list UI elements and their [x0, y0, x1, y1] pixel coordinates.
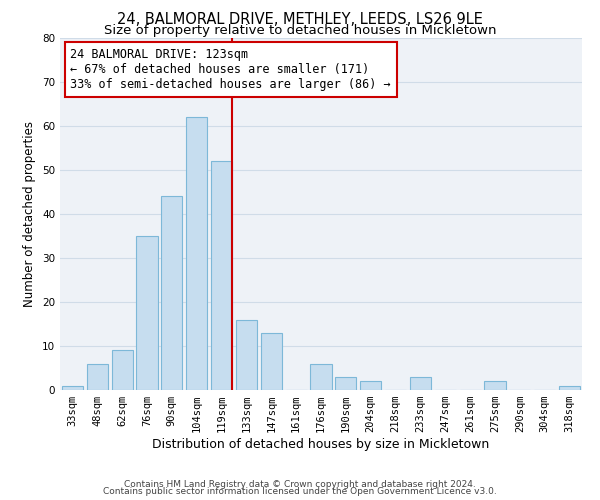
Text: 24, BALMORAL DRIVE, METHLEY, LEEDS, LS26 9LE: 24, BALMORAL DRIVE, METHLEY, LEEDS, LS26… — [117, 12, 483, 28]
Bar — [211, 161, 232, 390]
Bar — [136, 236, 158, 390]
Bar — [335, 377, 356, 390]
Bar — [112, 350, 133, 390]
Bar — [236, 320, 257, 390]
Bar — [360, 381, 381, 390]
Bar — [484, 381, 506, 390]
Bar — [161, 196, 182, 390]
Bar — [559, 386, 580, 390]
X-axis label: Distribution of detached houses by size in Mickletown: Distribution of detached houses by size … — [152, 438, 490, 451]
Bar — [62, 386, 83, 390]
Bar — [410, 377, 431, 390]
Bar — [186, 117, 207, 390]
Bar — [261, 332, 282, 390]
Text: 24 BALMORAL DRIVE: 123sqm
← 67% of detached houses are smaller (171)
33% of semi: 24 BALMORAL DRIVE: 123sqm ← 67% of detac… — [70, 48, 391, 91]
Y-axis label: Number of detached properties: Number of detached properties — [23, 120, 37, 306]
Bar — [310, 364, 332, 390]
Text: Contains public sector information licensed under the Open Government Licence v3: Contains public sector information licen… — [103, 488, 497, 496]
Text: Size of property relative to detached houses in Mickletown: Size of property relative to detached ho… — [104, 24, 496, 37]
Text: Contains HM Land Registry data © Crown copyright and database right 2024.: Contains HM Land Registry data © Crown c… — [124, 480, 476, 489]
Bar — [87, 364, 108, 390]
